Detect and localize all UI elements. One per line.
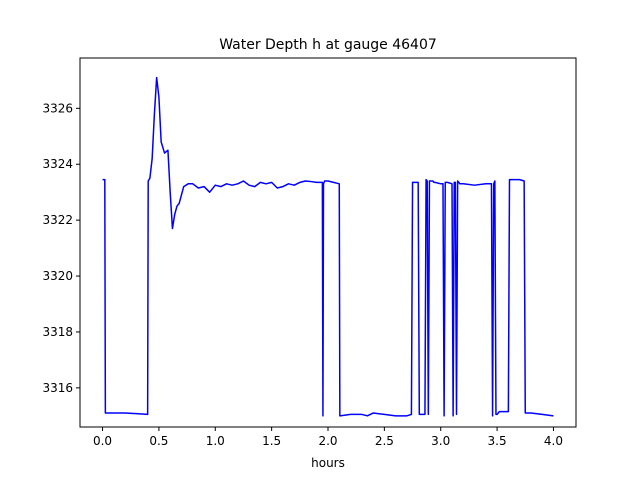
x-tick-label: 0.0: [93, 434, 112, 448]
y-axis: 3316 3318 3320 3322 3324 3326: [42, 101, 80, 395]
x-tick-label: 2.0: [318, 434, 337, 448]
x-tick-label: 4.0: [544, 434, 563, 448]
x-axis-label: hours: [311, 456, 345, 470]
x-tick-label: 3.0: [431, 434, 450, 448]
y-tick-label: 3324: [42, 157, 73, 171]
water-depth-series-line: [102, 76, 554, 417]
x-tick-label: 1.5: [262, 434, 281, 448]
chart-title: Water Depth h at gauge 46407: [219, 37, 437, 53]
y-tick-label: 3322: [42, 213, 73, 227]
x-tick-label: 0.5: [149, 434, 168, 448]
x-tick-label: 1.0: [206, 434, 225, 448]
x-axis: 0.0 0.5 1.0 1.5 2.0 2.5 3.0 3.5 4.0: [93, 427, 563, 448]
y-tick-label: 3320: [42, 269, 73, 283]
x-tick-label: 2.5: [375, 434, 394, 448]
y-tick-label: 3318: [42, 325, 73, 339]
y-tick-label: 3316: [42, 381, 73, 395]
x-tick-label: 3.5: [488, 434, 507, 448]
y-tick-label: 3326: [42, 101, 73, 115]
